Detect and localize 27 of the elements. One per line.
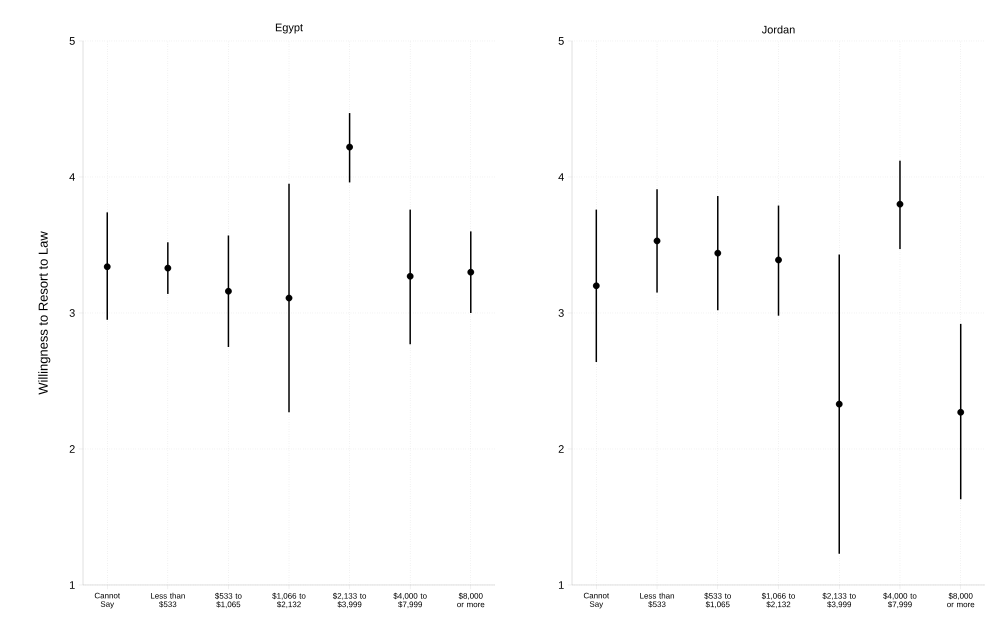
y-tick-label: 1 [70,581,75,589]
point [164,264,172,272]
point [592,282,600,290]
y-tick-label: 5 [70,37,75,45]
point [286,294,292,302]
y-axis-title: Willingness to Resort to Law [38,231,50,395]
point [225,288,232,295]
y-tick-label: 2 [70,445,75,453]
point [104,263,111,270]
chart-title: Egypt [276,24,303,34]
y-tick-label: 5 [558,37,564,45]
y-tick-label: 3 [70,309,75,317]
y-tick-label: 2 [558,445,564,453]
point [714,250,722,257]
y-tick-label: 4 [558,173,564,181]
point [896,200,904,208]
point [406,272,414,280]
point [346,144,353,150]
chart-title: Jordan [762,25,795,34]
point [467,268,474,276]
point [775,256,782,264]
y-tick-label: 4 [69,173,75,181]
point [654,238,660,244]
point [836,400,843,408]
point [957,408,964,416]
y-tick-label: 3 [558,309,564,317]
y-tick-label: 1 [558,581,564,589]
